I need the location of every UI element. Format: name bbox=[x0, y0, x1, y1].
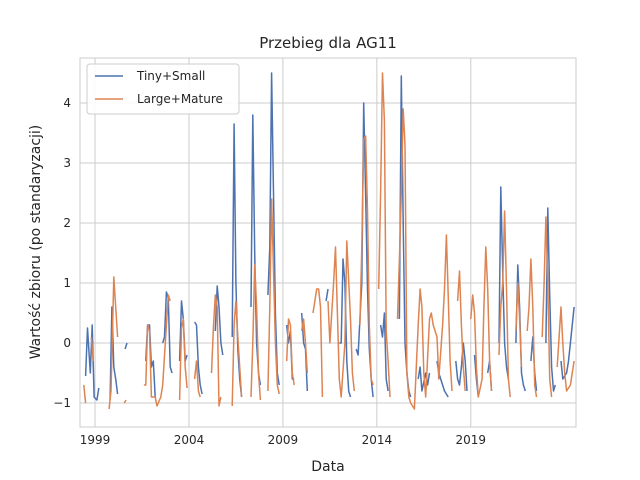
series-line-segment bbox=[396, 108, 453, 410]
series-line-segment bbox=[498, 186, 510, 380]
series-line-segment bbox=[84, 324, 100, 401]
series-line-segment bbox=[210, 294, 222, 407]
x-tick-label: 2019 bbox=[456, 433, 487, 447]
series-line-segment bbox=[545, 207, 557, 392]
series-line-segment bbox=[83, 384, 87, 404]
series-line-segment bbox=[379, 312, 389, 392]
series-line-segment bbox=[312, 288, 324, 398]
series-line-segment bbox=[193, 360, 201, 398]
legend: Tiny+Small Large+Mature bbox=[86, 63, 240, 115]
series-line-segment bbox=[193, 321, 203, 395]
series-line-segment bbox=[377, 72, 391, 398]
y-tick-label: 3 bbox=[63, 156, 71, 170]
series-line-segment bbox=[325, 288, 329, 302]
legend-label-large-mature: Large+Mature bbox=[137, 92, 223, 106]
series-line-segment bbox=[498, 210, 511, 398]
series-line-segment bbox=[300, 318, 309, 374]
series-line-segment bbox=[108, 276, 119, 410]
y-tick-label: 0 bbox=[63, 336, 71, 350]
series-line-segment bbox=[143, 294, 171, 407]
series-line-segment bbox=[161, 291, 173, 374]
series-line-segment bbox=[124, 342, 128, 350]
y-axis-label: Wartość zbioru (po standaryzacji) bbox=[28, 125, 44, 360]
series-large-mature bbox=[83, 72, 575, 410]
series-line-segment bbox=[267, 198, 280, 395]
series-line-segment bbox=[556, 306, 575, 392]
x-axis-label: Data bbox=[311, 459, 344, 475]
series-line-segment bbox=[178, 318, 188, 401]
series-line-segment bbox=[560, 306, 575, 380]
y-tick-label: −1 bbox=[53, 396, 71, 410]
y-tick-label: 2 bbox=[63, 216, 71, 230]
plot-area-frame bbox=[79, 57, 577, 428]
x-tick-label: 2014 bbox=[362, 433, 393, 447]
series-line-segment bbox=[285, 318, 295, 386]
series-line-segment bbox=[515, 282, 523, 368]
x-tick-label: 1999 bbox=[80, 433, 111, 447]
series-line-segment bbox=[90, 336, 94, 362]
grid bbox=[80, 58, 576, 427]
series-line-segment bbox=[339, 258, 352, 398]
x-tick-label: 2009 bbox=[268, 433, 299, 447]
series-line-segment bbox=[470, 246, 493, 398]
series-layer bbox=[83, 72, 575, 410]
series-line-segment bbox=[359, 135, 374, 386]
series-line-segment bbox=[456, 270, 466, 392]
series-line-segment bbox=[109, 306, 119, 401]
series-line-segment bbox=[327, 240, 356, 398]
series-line-segment bbox=[541, 216, 553, 398]
legend-label-tiny-small: Tiny+Small bbox=[136, 69, 205, 83]
series-line-segment bbox=[455, 342, 468, 392]
series-line-segment bbox=[123, 399, 127, 404]
series-line-segment bbox=[250, 264, 262, 401]
chart-title: Przebieg dla AG11 bbox=[259, 34, 397, 52]
y-tick-label: 4 bbox=[63, 96, 71, 110]
tick-labels: 1999 2004 2009 2014 2019 −1 0 1 2 3 4 bbox=[53, 96, 486, 447]
x-tick-label: 2004 bbox=[174, 433, 205, 447]
y-tick-label: 1 bbox=[63, 276, 71, 290]
series-line-segment bbox=[231, 300, 243, 407]
legend-box bbox=[86, 63, 240, 115]
series-line-segment bbox=[526, 258, 538, 398]
